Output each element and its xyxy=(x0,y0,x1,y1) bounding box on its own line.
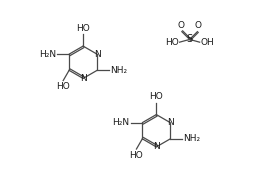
Text: NH₂: NH₂ xyxy=(183,134,200,143)
Text: HO: HO xyxy=(56,82,70,91)
Text: O: O xyxy=(195,21,202,30)
Text: O: O xyxy=(177,21,184,30)
Text: HO: HO xyxy=(76,24,90,33)
Text: N: N xyxy=(94,50,100,59)
Text: N: N xyxy=(167,118,174,127)
Text: S: S xyxy=(187,34,193,44)
Text: HO: HO xyxy=(165,38,179,47)
Text: OH: OH xyxy=(201,38,214,47)
Text: NH₂: NH₂ xyxy=(110,66,127,75)
Text: H₂N: H₂N xyxy=(112,118,129,127)
Text: HO: HO xyxy=(150,92,163,101)
Text: N: N xyxy=(153,142,160,152)
Text: N: N xyxy=(80,74,87,83)
Text: H₂N: H₂N xyxy=(39,50,56,59)
Text: HO: HO xyxy=(129,151,143,160)
